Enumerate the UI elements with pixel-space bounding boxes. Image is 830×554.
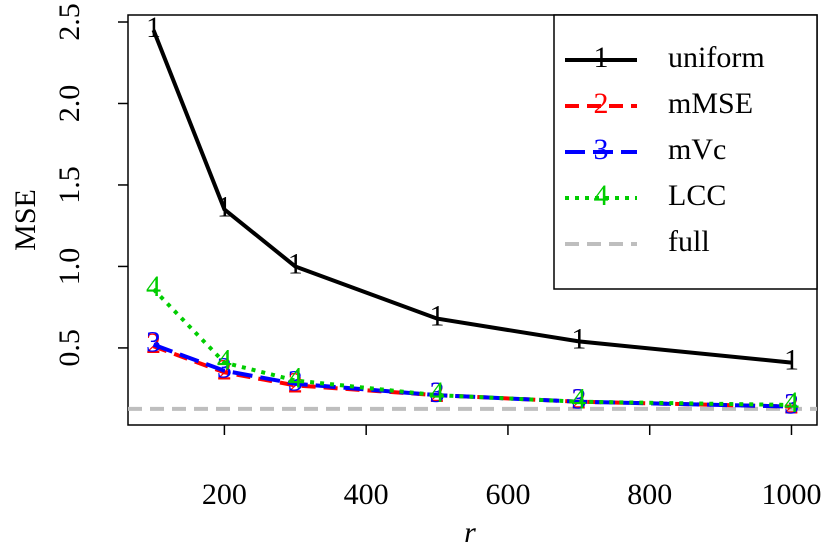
series-line — [151, 29, 792, 365]
x-axis-label: r — [464, 516, 476, 549]
y-tick-label: 2.5 — [53, 3, 86, 41]
legend-marker: 2 — [594, 87, 609, 120]
y-axis-label: MSE — [9, 189, 42, 251]
legend-label: full — [668, 225, 710, 258]
point-marker: 2 — [571, 383, 586, 416]
x-tick-label: 600 — [485, 478, 530, 511]
legend-label: mVc — [668, 133, 726, 166]
point-marker: 3 — [217, 352, 232, 385]
point-marker: 4 — [784, 386, 799, 419]
legend-label: uniform — [668, 41, 765, 74]
x-tick-label: 200 — [202, 478, 247, 511]
series-line — [152, 342, 792, 409]
series-line — [152, 287, 792, 407]
y-tick-label: 0.5 — [53, 329, 86, 367]
point-marker: 1 — [217, 190, 232, 223]
point-marker: 3 — [430, 376, 445, 409]
point-marker: 4 — [288, 361, 303, 394]
legend-label: LCC — [668, 179, 726, 212]
legend-marker: 4 — [594, 179, 609, 212]
point-marker: 1 — [146, 11, 161, 44]
point-marker: 3 — [288, 365, 303, 398]
point-marker: 1 — [430, 299, 445, 332]
y-tick-label: 1.0 — [53, 248, 86, 286]
point-marker: 4 — [430, 376, 445, 409]
point-marker: 1 — [571, 322, 586, 355]
x-tick-label: 800 — [627, 478, 672, 511]
x-tick-label: 400 — [344, 478, 389, 511]
x-tick-label: 1000 — [761, 478, 821, 511]
point-marker: 3 — [146, 326, 161, 359]
legend-label: mMSE — [668, 87, 753, 120]
point-marker: 2 — [430, 376, 445, 409]
point-marker: 2 — [146, 327, 161, 360]
point-marker: 1 — [288, 247, 303, 280]
point-marker: 4 — [571, 383, 586, 416]
legend-marker: 1 — [594, 41, 609, 74]
point-marker: 4 — [217, 343, 232, 376]
legend-marker: 3 — [594, 133, 609, 166]
point-marker: 3 — [571, 383, 586, 416]
point-marker: 1 — [784, 343, 799, 376]
y-tick-label: 2.0 — [53, 85, 86, 123]
point-marker: 4 — [146, 270, 161, 303]
y-tick-label: 1.5 — [53, 166, 86, 204]
